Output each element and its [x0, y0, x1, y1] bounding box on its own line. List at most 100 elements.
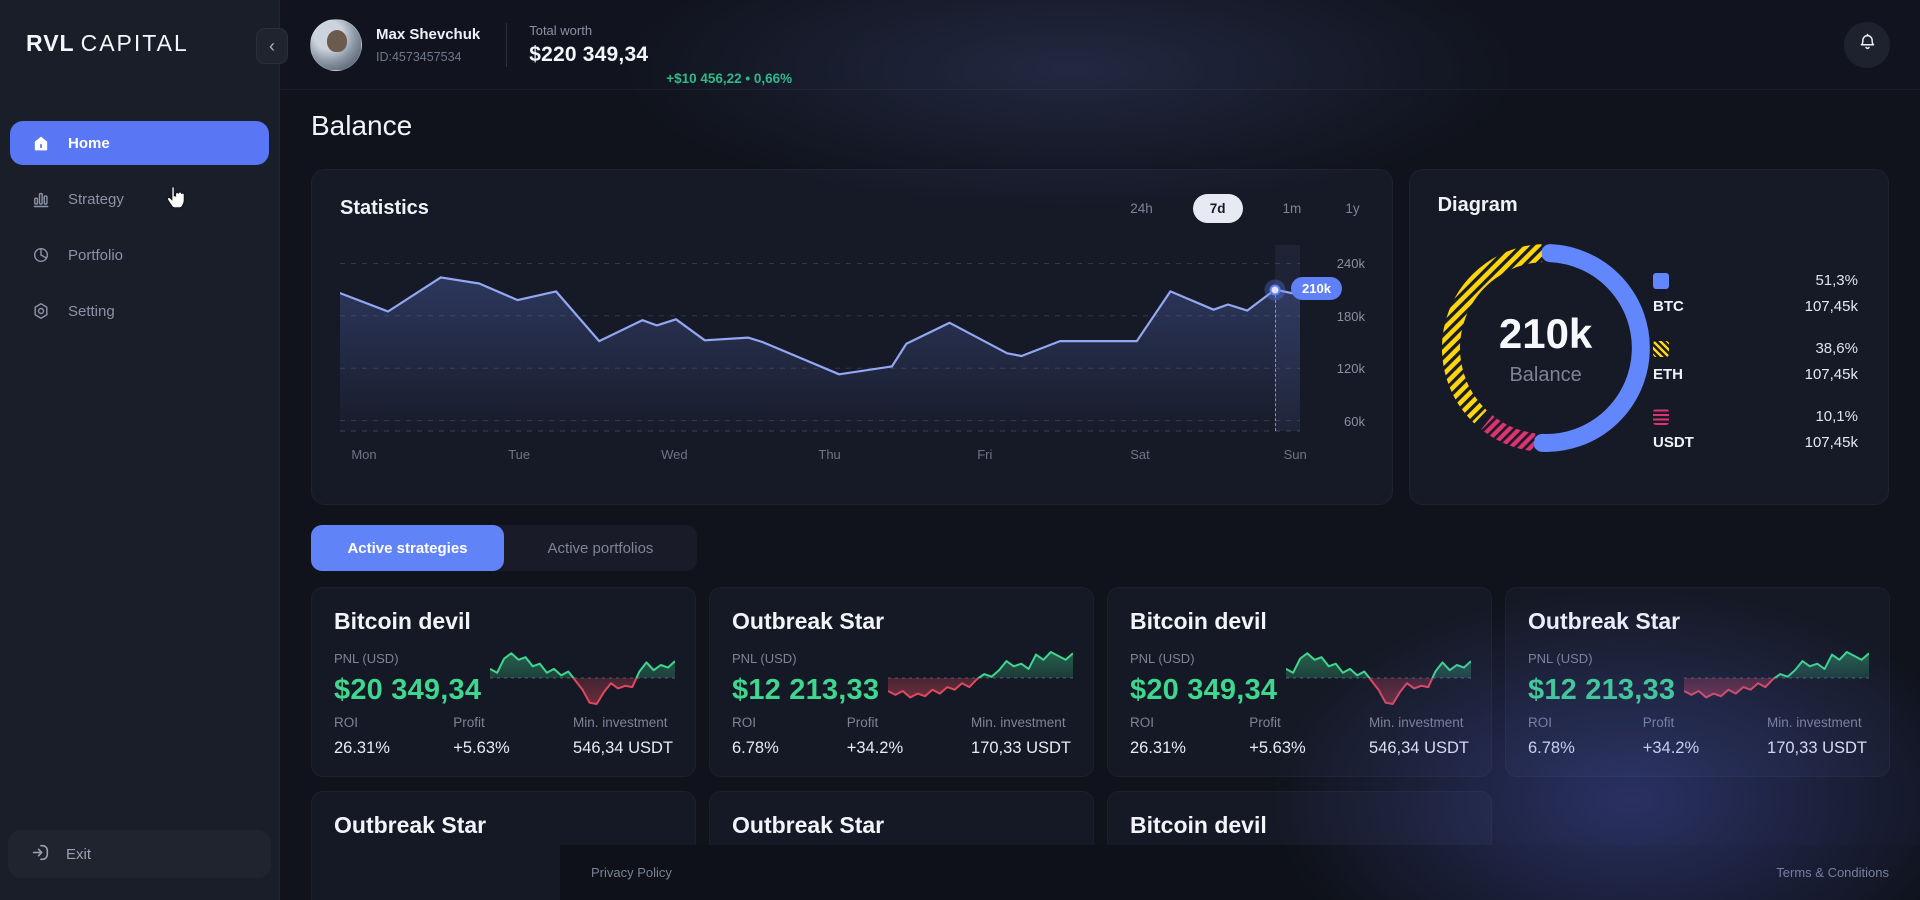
page-title: Balance	[311, 110, 413, 141]
card-pnl-label: PNL (USD)	[334, 651, 399, 666]
diagram-title: Diagram	[1437, 194, 1518, 216]
donut-arcs	[1436, 238, 1656, 463]
home-icon	[30, 132, 52, 154]
donut-center: 210k Balance	[1436, 238, 1656, 458]
range-24h[interactable]: 24h	[1126, 194, 1157, 223]
diagram-card: Diagram 210k Balance 51,3% BTC 107,45k 38,6…	[1408, 169, 1889, 505]
statistics-title: Statistics	[340, 197, 429, 219]
card-stat-label: ROI	[1130, 715, 1155, 730]
donut-segment-usdt	[1480, 415, 1536, 452]
sidebar-item-label: Strategy	[68, 190, 124, 208]
x-tick-label: Sun	[1283, 447, 1307, 462]
x-tick-label: Wed	[661, 447, 688, 462]
sidebar-item-portfolio[interactable]: Portfolio	[10, 233, 269, 277]
notifications-button[interactable]	[1844, 21, 1890, 68]
card-stat-label: ROI	[732, 715, 757, 730]
card-stat-value: +34.2%	[1642, 739, 1700, 757]
card-stat-label: Profit	[453, 715, 485, 730]
card-pnl-value: $20 349,34	[334, 674, 482, 706]
allocation-donut-chart: 210k Balance	[1436, 238, 1656, 458]
user-name: Max Shevchuk	[376, 25, 481, 43]
card-title: Outbreak Star	[732, 812, 885, 838]
card-pnl-label: PNL (USD)	[1528, 651, 1593, 666]
strategy-card-outbreak-star[interactable]: Outbreak Star PNL (USD) $12 213,33 ROI 6…	[1505, 587, 1890, 777]
legend-name: USDT	[1653, 434, 1694, 451]
card-stat-profit: Profit +5.63%	[453, 715, 509, 758]
sidebar-item-strategy[interactable]: Strategy	[10, 177, 269, 221]
top-panels: Statistics 24h 7d 1m 1y 240k 180k 120k 60k Mon…	[311, 169, 1889, 505]
card-stat-value: 170,33 USDT	[1767, 739, 1867, 757]
top-bar: Max Shevchuk ID:4573457534 Total worth $…	[280, 0, 1920, 90]
sidebar-item-setting[interactable]: Setting	[10, 289, 269, 333]
bell-icon	[1857, 32, 1878, 58]
legend-row-usdt: 10,1% USDT 107,45k	[1653, 408, 1858, 451]
strategy-card-bitcoin-devil[interactable]: Bitcoin devil PNL (USD) $20 349,34 ROI 2…	[311, 587, 696, 777]
strategy-card-bitcoin-devil[interactable]: Bitcoin devil PNL (USD) $20 349,34 ROI 2…	[1107, 587, 1492, 777]
range-1m[interactable]: 1m	[1279, 194, 1306, 223]
legend-percent: 51,3%	[1815, 272, 1858, 289]
legend-percent: 10,1%	[1815, 408, 1858, 425]
legend-percent: 38,6%	[1815, 340, 1858, 357]
statistics-header: Statistics 24h 7d 1m 1y	[340, 194, 1364, 223]
card-title: Outbreak Star	[334, 812, 487, 838]
tab-group: Active strategies Active portfolios	[311, 525, 697, 571]
card-pnl-value: $12 213,33	[1528, 674, 1676, 706]
card-pnl-label: PNL (USD)	[732, 651, 797, 666]
donut-segment-btc	[1532, 244, 1650, 452]
legend-value: 107,45k	[1804, 434, 1858, 451]
chart-x-axis: Mon Tue Wed Thu Fri Sat Sun	[340, 447, 1306, 471]
card-stats-row: ROI 6.78% Profit +34.2% Min. investment …	[1528, 715, 1867, 758]
main-area: Max Shevchuk ID:4573457534 Total worth $…	[280, 0, 1920, 900]
strategy-card-outbreak-star[interactable]: Outbreak Star PNL (USD) $12 213,33 ROI 6…	[709, 587, 1094, 777]
chart-crosshair-line	[1275, 289, 1277, 431]
card-stat-value: 26.31%	[334, 739, 390, 757]
card-title: Bitcoin devil	[1130, 812, 1267, 838]
legend-name: ETH	[1653, 366, 1683, 383]
card-pnl-value: $12 213,33	[732, 674, 880, 706]
card-stats-row: ROI 26.31% Profit +5.63% Min. investment…	[1130, 715, 1469, 758]
card-sparkline-chart	[490, 648, 675, 712]
donut-center-label: Balance	[1509, 363, 1582, 386]
card-stat-value: 546,34 USDT	[573, 739, 673, 757]
range-1y[interactable]: 1y	[1341, 194, 1363, 223]
gear-icon	[30, 300, 52, 322]
privacy-policy-link[interactable]: Privacy Policy	[591, 865, 672, 880]
tab-active-portfolios[interactable]: Active portfolios	[504, 525, 697, 571]
exit-button[interactable]: Exit	[8, 830, 271, 878]
chart-tooltip: 210k	[1291, 276, 1342, 300]
chart-plot-area[interactable]	[338, 245, 1302, 440]
sidebar-item-label: Portfolio	[68, 246, 124, 264]
card-stat-value: +5.63%	[1249, 739, 1306, 757]
terms-link[interactable]: Terms & Conditions	[1776, 865, 1889, 880]
x-tick-label: Thu	[818, 447, 841, 462]
card-sparkline-chart	[888, 648, 1073, 712]
sidebar-item-home[interactable]: Home	[10, 121, 269, 165]
total-worth-label: Total worth	[529, 22, 593, 38]
donut-segment-eth	[1441, 244, 1542, 424]
donut-center-value: 210k	[1498, 309, 1593, 357]
legend-row-eth: 38,6% ETH 107,45k	[1653, 340, 1858, 383]
brand-light: CAPITAL	[80, 30, 189, 56]
tab-active-strategies[interactable]: Active strategies	[311, 525, 504, 571]
sidebar-item-label: Home	[68, 134, 110, 152]
sidebar-collapse-button[interactable]: ‹	[256, 28, 288, 64]
footer: Privacy Policy Terms & Conditions	[560, 845, 1920, 900]
card-sparkline-chart	[1286, 648, 1471, 712]
legend-value: 107,45k	[1804, 298, 1858, 315]
x-tick-label: Sat	[1130, 447, 1150, 462]
card-stat-label: Min. investment	[1767, 715, 1862, 730]
card-stat-roi: ROI 6.78%	[1528, 715, 1575, 758]
x-tick-label: Mon	[351, 447, 377, 462]
card-title: Outbreak Star	[1528, 608, 1681, 634]
balance-chart[interactable]: 240k 180k 120k 60k Mon Tue Wed Thu Fri Sat Sun 21…	[338, 245, 1365, 475]
bar-chart-icon	[30, 188, 52, 210]
card-stat-label: Min. investment	[1369, 715, 1464, 730]
range-7d[interactable]: 7d	[1192, 194, 1243, 223]
card-stat-value: 6.78%	[1528, 739, 1575, 757]
y-tick-label: 60k	[1344, 413, 1365, 429]
exit-label: Exit	[66, 845, 92, 863]
x-tick-label: Fri	[977, 447, 993, 462]
card-stat-profit: Profit +34.2%	[1643, 715, 1699, 758]
avatar[interactable]	[310, 18, 362, 71]
card-stat-label: ROI	[334, 715, 359, 730]
